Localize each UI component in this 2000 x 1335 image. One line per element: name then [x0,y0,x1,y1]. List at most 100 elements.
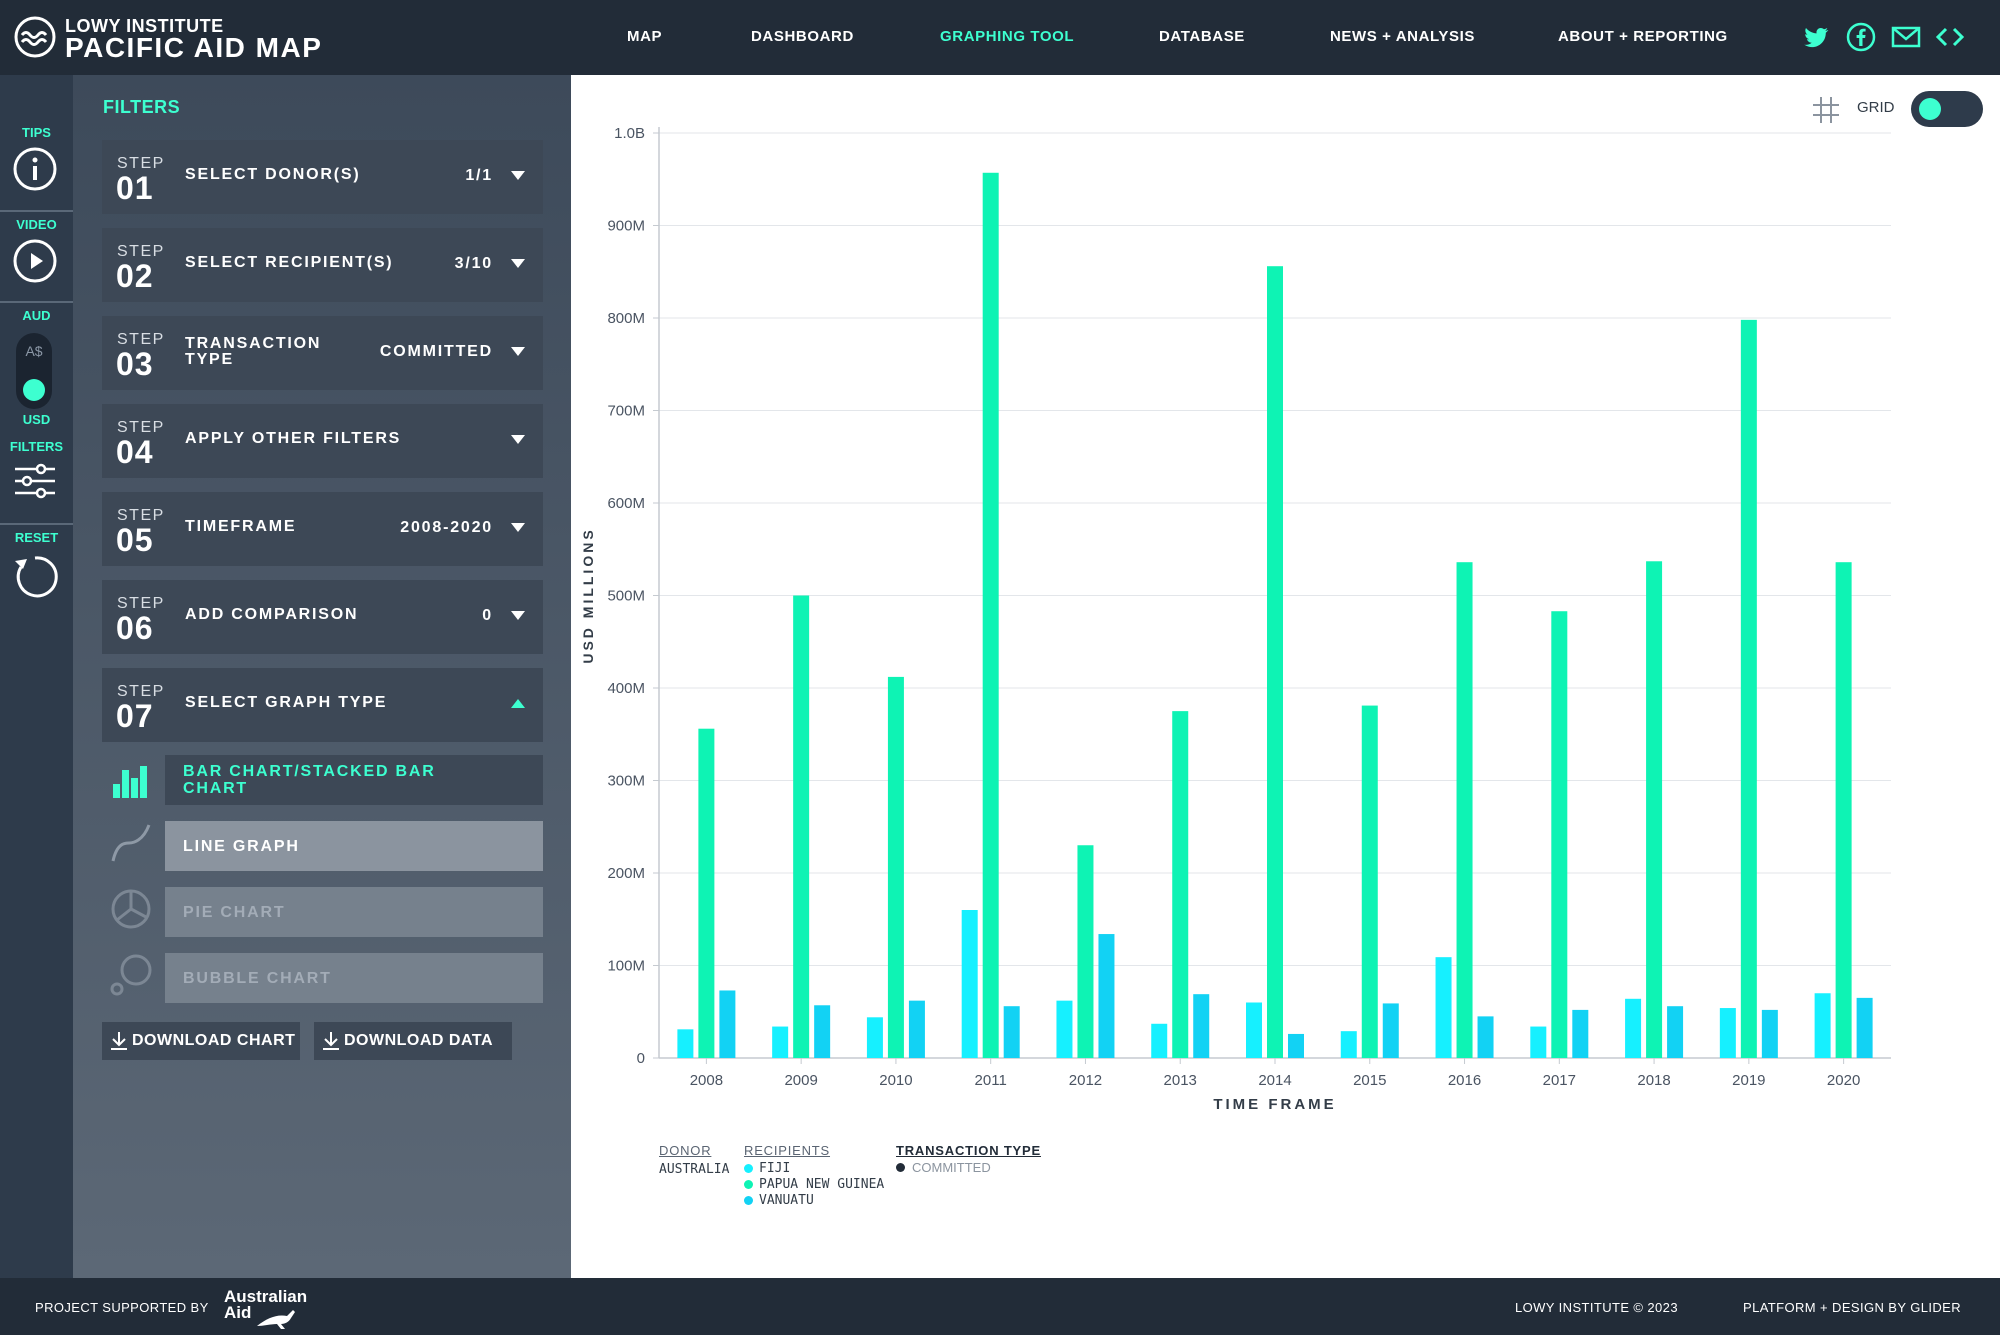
y-tick-label: 500M [607,588,645,605]
pie-chart-icon[interactable] [109,887,153,931]
step-apply-other-filters[interactable]: STEP 04 APPLY OTHER FILTERS [102,404,543,478]
step-number: 05 [116,522,154,558]
step-value: 0 [482,607,493,624]
x-tick-label: 2011 [975,1072,1007,1089]
nav-news-analysis[interactable]: NEWS + ANALYSIS [1330,28,1476,45]
y-tick-label: 600M [607,495,645,512]
nav-map[interactable]: MAP [627,28,663,45]
download-chart-button[interactable]: DOWNLOAD CHART [102,1022,300,1060]
legend-recipient-fiji: FIJI [759,1161,791,1176]
graph-type-label: LINE GRAPH [183,838,300,855]
reset-icon[interactable] [11,553,59,601]
filters-label: FILTERS [9,439,64,454]
filters-heading: FILTERS [103,97,181,117]
bar-vanuatu [1382,1003,1399,1058]
australian-aid-logo[interactable]: Australian Aid [224,1288,307,1322]
step-select-recipients[interactable]: STEP 02 SELECT RECIPIENT(S) 3/10 [102,228,543,302]
legend-recipient-png: PAPUA NEW GUINEA [759,1177,885,1192]
graph-type-bubble[interactable]: BUBBLE CHART [165,953,543,1003]
nav-graphing-tool[interactable]: GRAPHING TOOL [940,28,1075,45]
footer-platform-credit[interactable]: PLATFORM + DESIGN BY GLIDER [1743,1300,1962,1315]
y-tick-label: 700M [607,403,645,420]
step-select-graph-type[interactable]: STEP 07 SELECT GRAPH TYPE [102,668,543,742]
line-graph-icon[interactable] [109,821,153,865]
twitter-icon[interactable] [1801,22,1831,52]
chevron-down-icon [511,523,525,532]
download-icon [323,1032,339,1050]
currency-toggle-knob [23,379,45,401]
chevron-down-icon [511,611,525,620]
legend-swatch-vanuatu [744,1196,753,1205]
bar-papua-new-guinea [1456,562,1473,1058]
step-label: SELECT RECIPIENT(S) [185,254,394,271]
bubble-chart-icon[interactable] [109,953,153,997]
info-icon[interactable] [11,145,59,193]
bar-fiji [1530,1026,1547,1058]
nav-database[interactable]: DATABASE [1159,28,1245,45]
step-transaction-type[interactable]: STEP 03 TRANSACTION TYPE COMMITTED [102,316,543,390]
strip-divider [0,210,73,212]
step-add-comparison[interactable]: STEP 06 ADD COMPARISON 0 [102,580,543,654]
chevron-down-icon [511,171,525,180]
chevron-up-icon [511,699,525,708]
bar-papua-new-guinea [982,172,999,1058]
bar-chart-icon[interactable] [109,756,153,800]
reset-label: RESET [14,530,59,545]
logo-product-name[interactable]: PACIFIC AID MAP [65,32,323,63]
step-number: 02 [116,258,154,294]
kangaroo-icon [257,1310,295,1329]
currency-toggle[interactable]: A$ [16,333,52,409]
grid-toggle-switch[interactable] [1911,91,1983,127]
bar-fiji [1151,1023,1168,1058]
bar-vanuatu [814,1005,831,1058]
step-value: 2008-2020 [400,519,493,536]
embed-icon[interactable] [1935,22,1965,52]
step-word: STEP [117,419,165,436]
step-number: 07 [116,698,154,734]
graph-type-line[interactable]: LINE GRAPH [165,821,543,871]
bar-papua-new-guinea [1835,562,1852,1058]
y-tick-label: 800M [607,310,645,327]
legend-swatch-fiji [744,1164,753,1173]
graph-type-pie[interactable]: PIE CHART [165,887,543,937]
grid-icon [1813,97,1839,123]
step-word: STEP [117,507,165,524]
facebook-icon[interactable] [1846,22,1876,52]
graph-type-bar[interactable]: BAR CHART/STACKED BAR CHART [165,755,543,805]
step-value: COMMITTED [379,343,493,360]
bar-fiji [1056,1000,1073,1058]
chart-area: GRID 0 100M 200M 300M 400M 500M 600M 700M 800M 90… [571,75,2000,1278]
bar-fiji [1814,993,1831,1058]
bar-vanuatu [1572,1009,1589,1058]
aus-aid-line2: Aid [224,1303,252,1322]
email-icon[interactable] [1891,22,1921,52]
bar-vanuatu [1856,997,1873,1058]
footer-copyright: LOWY INSTITUTE © 2023 [1515,1300,1678,1315]
nav-about-reporting[interactable]: ABOUT + REPORTING [1558,28,1728,45]
x-tick-label: 2013 [1164,1072,1197,1089]
bar-papua-new-guinea [1646,561,1663,1058]
tool-strip: TIPS VIDEO AUD A$ USD FILTERS RESET [0,75,73,1278]
nav-dashboard[interactable]: DASHBOARD [751,28,854,45]
y-axis-title: USD MILLIONS [580,527,596,663]
download-data-button[interactable]: DOWNLOAD DATA [314,1022,512,1060]
bar-vanuatu [1761,1009,1778,1058]
download-data-label: DOWNLOAD DATA [344,1032,493,1049]
grid-toggle-knob [1919,98,1941,120]
video-label: VIDEO [16,217,57,232]
footer-supported-by: PROJECT SUPPORTED BY [35,1300,209,1315]
play-icon[interactable] [11,237,59,285]
wave-logo-icon[interactable] [14,16,56,58]
legend-transaction-heading: TRANSACTION TYPE [896,1143,1041,1158]
x-tick-label: 2009 [784,1072,817,1089]
step-timeframe[interactable]: STEP 05 TIMEFRAME 2008-2020 [102,492,543,566]
bar-fiji [1719,1008,1736,1058]
bar-vanuatu [1288,1033,1304,1058]
bar-fiji [1625,998,1642,1058]
bar-vanuatu [1477,1016,1494,1058]
x-axis-title: TIME FRAME [1213,1096,1336,1113]
legend-donor-heading: DONOR [659,1143,712,1158]
step-select-donors[interactable]: STEP 01 SELECT DONOR(S) 1/1 [102,140,543,214]
sliders-icon[interactable] [11,457,59,505]
logo-institute-name[interactable]: LOWY INSTITUTE [65,16,224,36]
